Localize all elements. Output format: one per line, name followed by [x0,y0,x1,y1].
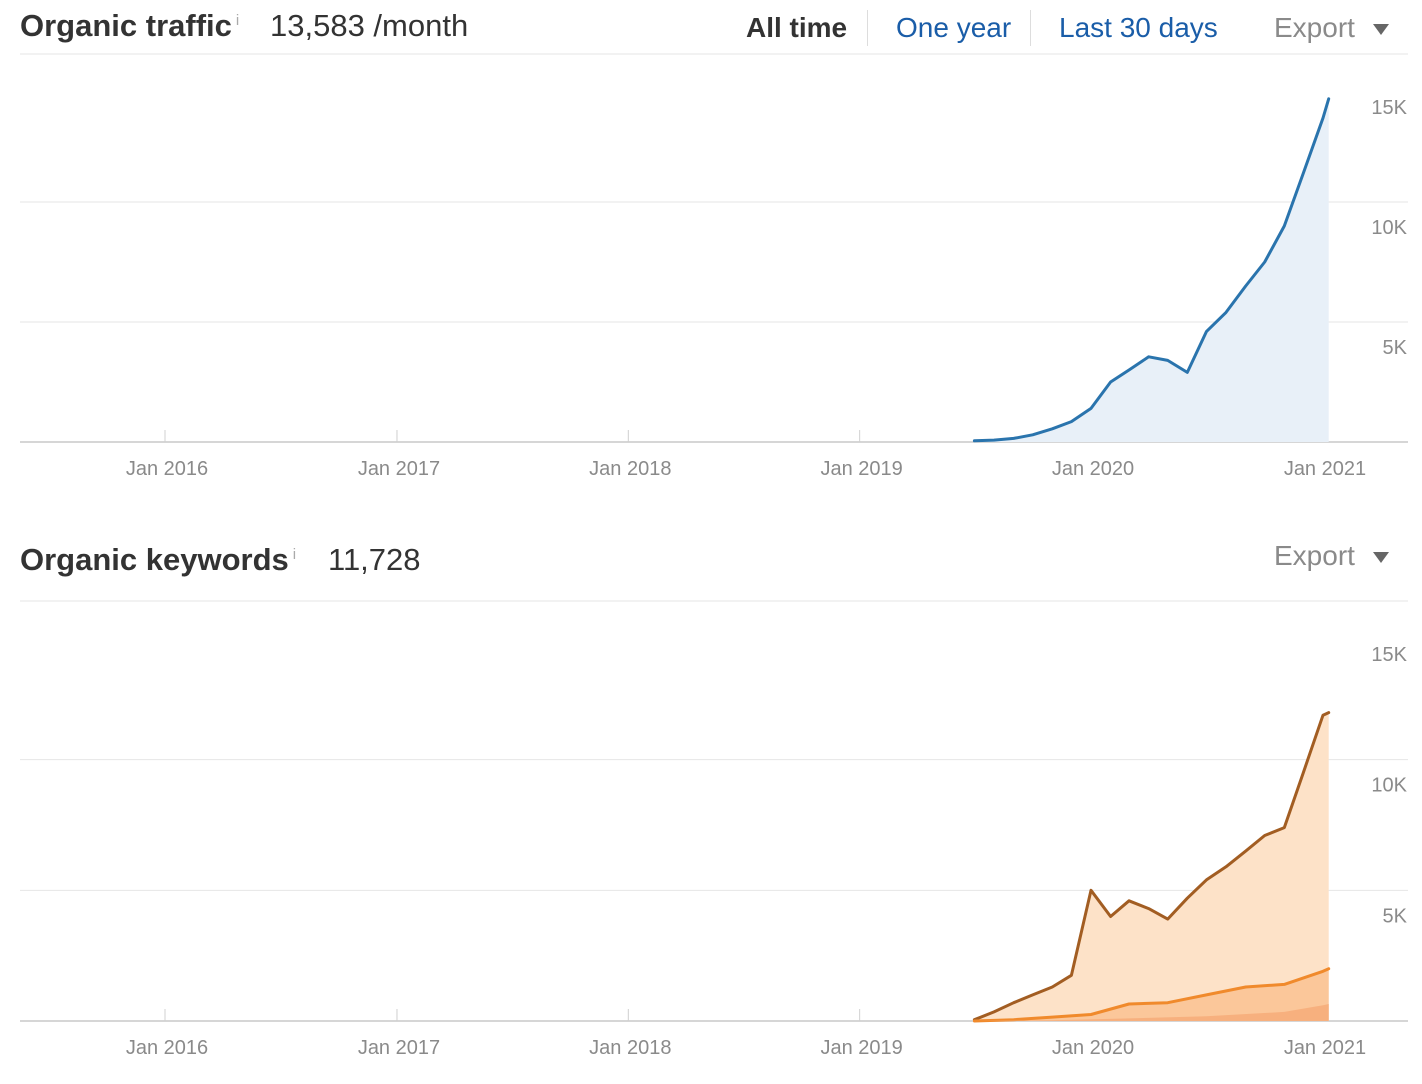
series-area-2 [974,968,1329,1021]
x-tick-label: Jan 2021 [1284,458,1366,480]
x-tick-label: Jan 2021 [1284,1037,1366,1059]
export-button[interactable]: Export [1274,540,1389,572]
series-line-2 [972,967,1331,1023]
series-area-3 [974,1004,1329,1021]
range-divider [1030,10,1031,46]
info-icon[interactable]: i [235,11,240,29]
organic-traffic-panel: Organic traffic i 13,583 /month All time … [0,0,1422,500]
x-tick-label: Jan 2017 [358,1037,440,1059]
organic-keywords-chart: 5K 10K 15K Jan 2016 Jan 2017 Jan 2018 Jan 2019… [20,600,1408,1059]
series-area-1 [974,98,1329,443]
x-tick-label: Jan 2016 [126,1037,208,1059]
x-tick-label: Jan 2016 [126,458,208,480]
y-tick-label: 5K [1383,337,1408,359]
info-icon[interactable]: i [292,545,297,563]
x-tick-label: Jan 2020 [1052,1037,1134,1059]
x-tick-label: Jan 2019 [821,1037,903,1059]
export-label: Export [1274,12,1355,43]
organic-traffic-value: 13,583 /month [270,8,469,43]
x-tick-label: Jan 2018 [589,1037,671,1059]
range-last-30-days[interactable]: Last 30 days [1059,12,1218,43]
series-line-1 [972,97,1331,443]
range-one-year[interactable]: One year [896,12,1012,43]
y-tick-label: 5K [1383,905,1408,927]
organic-keywords-title: Organic keywords i [20,542,296,578]
export-label: Export [1274,540,1355,571]
organic-keywords-panel: Organic keywords i 11,728 Export 5K 10K 15K… [0,530,1422,1070]
y-tick-label: 15K [1371,644,1407,666]
y-tick-label: 10K [1371,775,1407,797]
range-all-time[interactable]: All time [746,12,848,43]
x-tick-label: Jan 2017 [358,458,440,480]
x-tick-label: Jan 2018 [589,458,671,480]
organic-keywords-header: Organic keywords i 11,728 Export [20,530,1410,590]
series-line-1 [972,711,1331,1022]
x-tick-label: Jan 2020 [1052,458,1134,480]
chevron-down-icon [1372,24,1389,36]
x-tick-label: Jan 2019 [821,458,903,480]
organic-keywords-value: 11,728 [328,542,421,577]
organic-traffic-title-text: Organic traffic [20,8,232,43]
y-tick-label: 15K [1371,97,1407,119]
organic-traffic-chart: 5K 10K 15K Jan 2016 Jan 2017 Jan 2018 Jan 2019… [20,53,1408,480]
chevron-down-icon [1372,552,1389,564]
organic-keywords-title-text: Organic keywords [20,542,289,577]
series-area-1 [974,712,1329,1021]
y-tick-label: 10K [1371,217,1407,239]
organic-traffic-header: Organic traffic i 13,583 /month All time … [20,0,1410,60]
organic-traffic-title: Organic traffic i [20,8,239,44]
range-divider [867,10,868,46]
export-button[interactable]: Export [1274,12,1389,44]
